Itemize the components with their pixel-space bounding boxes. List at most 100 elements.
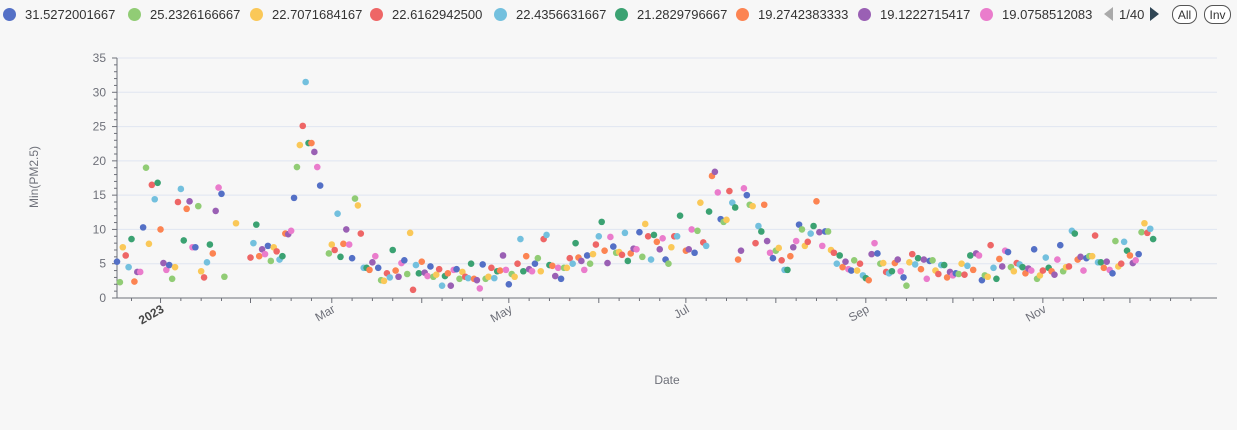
data-point[interactable] [726,187,733,195]
data-point[interactable] [296,141,304,149]
data-point[interactable] [966,252,974,259]
legend-item[interactable]: 19.0758512083 [980,4,1092,24]
data-point[interactable] [665,260,672,268]
data-point[interactable] [583,252,591,259]
data-point[interactable] [145,240,153,248]
data-point[interactable] [673,232,681,240]
data-point[interactable] [955,270,962,278]
data-point[interactable] [279,252,286,260]
data-point[interactable] [647,256,655,263]
data-point[interactable] [766,249,774,257]
data-point[interactable] [830,249,838,257]
data-point[interactable] [1027,267,1035,274]
data-point[interactable] [424,272,431,280]
data-point[interactable] [897,267,904,275]
data-point[interactable] [714,189,722,196]
data-point[interactable] [653,238,661,246]
data-point[interactable] [253,221,260,228]
data-point[interactable] [342,226,350,233]
data-point[interactable] [203,259,211,266]
data-point[interactable] [499,252,507,259]
data-point[interactable] [824,228,832,235]
data-point[interactable] [311,148,318,156]
data-point[interactable] [511,273,518,281]
data-point[interactable] [900,274,907,281]
data-point[interactable] [787,252,794,260]
data-point[interactable] [192,243,199,251]
data-point[interactable] [1051,271,1058,278]
data-point[interactable] [534,254,542,262]
data-point[interactable] [453,265,460,273]
data-point[interactable] [911,261,919,268]
legend-item[interactable]: 22.6162942500 [370,4,482,24]
data-point[interactable] [569,260,576,268]
data-point[interactable] [418,258,426,265]
data-point[interactable] [595,232,603,240]
data-point[interactable] [775,244,783,252]
data-point[interactable] [299,122,307,130]
data-point[interactable] [136,268,144,276]
data-point[interactable] [769,254,777,262]
data-point[interactable] [813,198,820,205]
data-point[interactable] [996,255,1003,263]
data-point[interactable] [935,270,942,278]
data-point[interactable] [328,241,336,248]
data-point[interactable] [163,266,170,274]
legend-item[interactable]: 25.2326166667 [128,4,240,24]
data-point[interactable] [702,242,710,250]
data-point[interactable] [200,274,208,281]
data-point[interactable] [131,278,138,285]
data-point[interactable] [180,237,188,244]
data-point[interactable] [1117,260,1125,268]
data-point[interactable] [1123,247,1131,254]
data-point[interactable] [737,247,745,254]
data-point[interactable] [836,252,843,259]
data-point[interactable] [386,274,394,281]
data-point[interactable] [157,226,164,233]
data-point[interactable] [943,274,951,281]
data-point[interactable] [467,260,475,268]
data-point[interactable] [1065,263,1073,270]
data-point[interactable] [839,263,846,271]
data-point[interactable] [969,266,977,274]
data-point[interactable] [639,253,646,261]
data-point[interactable] [929,256,936,264]
data-point[interactable] [1112,237,1119,245]
data-point[interactable] [331,246,338,254]
data-point[interactable] [691,249,698,257]
data-point[interactable] [551,272,559,280]
data-point[interactable] [978,276,986,284]
data-point[interactable] [395,273,402,281]
data-point[interactable] [644,232,652,240]
data-point[interactable] [894,256,902,263]
data-point[interactable] [627,250,635,257]
data-point[interactable] [705,208,713,215]
data-point[interactable] [409,286,417,294]
data-point[interactable] [403,270,411,278]
data-point[interactable] [374,264,382,272]
data-point[interactable] [842,258,849,265]
data-point[interactable] [711,168,719,176]
data-point[interactable] [517,235,524,243]
data-point[interactable] [549,262,556,270]
data-point[interactable] [618,251,626,259]
data-point[interactable] [351,195,359,202]
data-point[interactable] [566,254,574,262]
data-point[interactable] [406,229,414,237]
data-point[interactable] [1141,219,1148,227]
data-point[interactable] [975,252,983,259]
legend-item[interactable]: 31.5272001667 [3,4,115,24]
data-point[interactable] [1039,267,1047,274]
data-point[interactable] [729,199,736,206]
data-point[interactable] [479,261,486,268]
data-point[interactable] [537,267,545,275]
data-point[interactable] [348,254,356,262]
data-point[interactable] [789,243,797,251]
data-point[interactable] [194,202,202,210]
data-point[interactable] [816,228,823,236]
data-point[interactable] [459,268,466,276]
data-point[interactable] [906,259,913,266]
data-point[interactable] [1010,267,1018,275]
data-point[interactable] [293,163,301,171]
data-point[interactable] [197,267,205,275]
